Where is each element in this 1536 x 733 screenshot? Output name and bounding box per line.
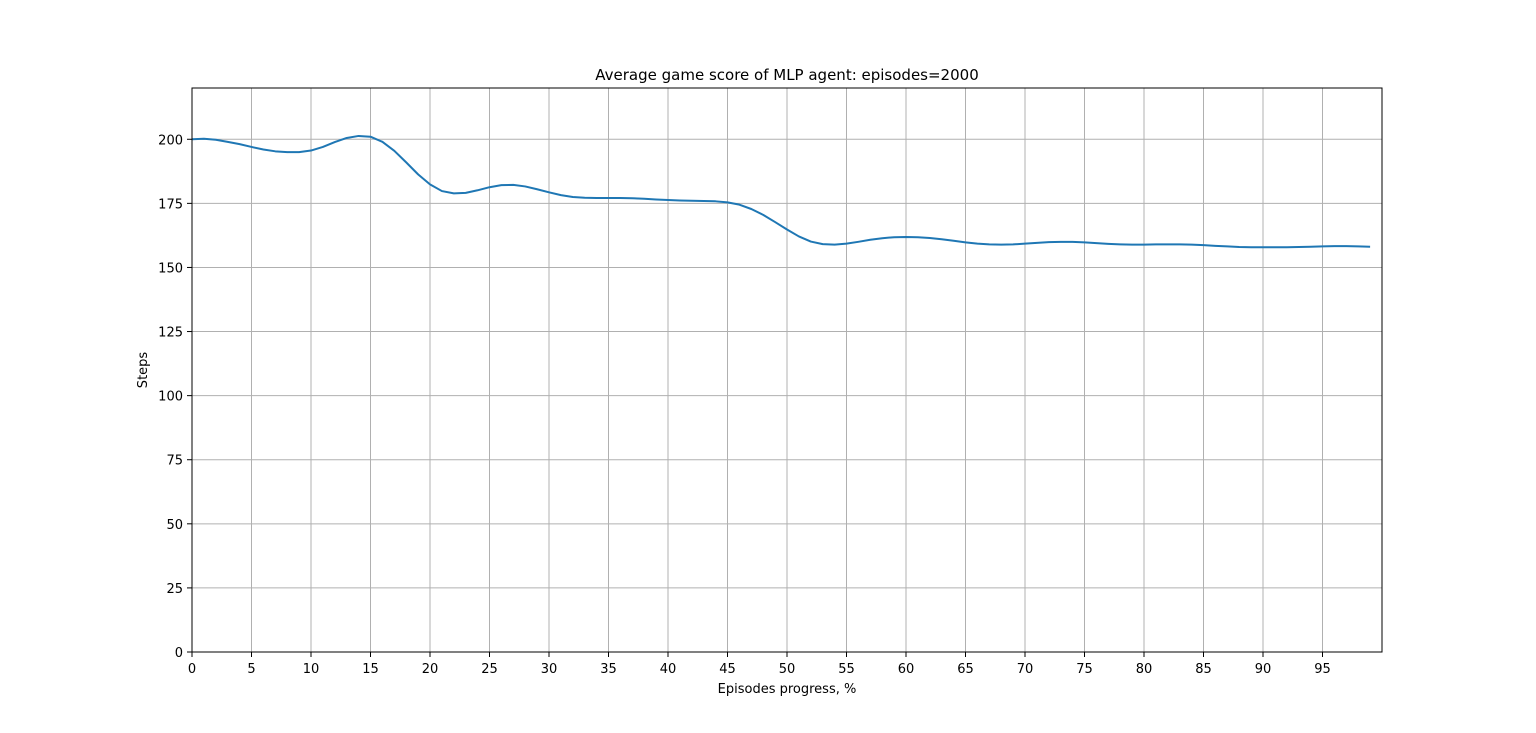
y-tick-label: 125 [158, 326, 183, 341]
x-tick-label: 15 [362, 662, 379, 677]
x-tick-label: 35 [600, 662, 617, 677]
x-tick-label: 90 [1255, 662, 1272, 677]
x-tick-label: 65 [957, 662, 974, 677]
plot-area [191, 134, 1371, 249]
x-tick-label: 45 [719, 662, 736, 677]
x-tick-label: 60 [898, 662, 915, 677]
y-axis-label: Steps [136, 352, 151, 389]
x-tick-label: 0 [188, 662, 196, 677]
x-tick-label: 40 [660, 662, 677, 677]
y-tick-label: 175 [158, 197, 183, 212]
x-axis-label: Episodes progress, % [718, 682, 857, 697]
y-tick-label: 50 [166, 518, 183, 533]
x-tick-label: 80 [1136, 662, 1153, 677]
x-tick-label: 85 [1195, 662, 1212, 677]
y-tick-label: 100 [158, 390, 183, 405]
y-tick-label: 0 [175, 646, 183, 661]
x-axis-ticks: 0 5 10 15 20 25 30 35 40 45 50 55 60 65 70 75 80 85 90 95 [188, 652, 1331, 677]
x-tick-label: 95 [1314, 662, 1331, 677]
y-tick-label: 75 [166, 454, 183, 469]
x-tick-label: 50 [779, 662, 796, 677]
x-tick-label: 30 [541, 662, 558, 677]
y-axis-ticks: 0 25 50 75 100 125 150 175 200 [158, 133, 192, 661]
grid-lines [191, 88, 1382, 653]
x-tick-label: 70 [1017, 662, 1034, 677]
chart-title: Average game score of MLP agent: episode… [595, 66, 978, 84]
series-line [191, 134, 1371, 249]
y-tick-label: 150 [158, 261, 183, 276]
x-tick-label: 25 [481, 662, 498, 677]
x-tick-label: 10 [303, 662, 320, 677]
x-tick-label: 5 [247, 662, 255, 677]
x-tick-label: 20 [422, 662, 439, 677]
y-tick-label: 200 [158, 133, 183, 148]
y-tick-label: 25 [166, 582, 183, 597]
x-tick-label: 75 [1076, 662, 1093, 677]
x-tick-label: 55 [838, 662, 855, 677]
